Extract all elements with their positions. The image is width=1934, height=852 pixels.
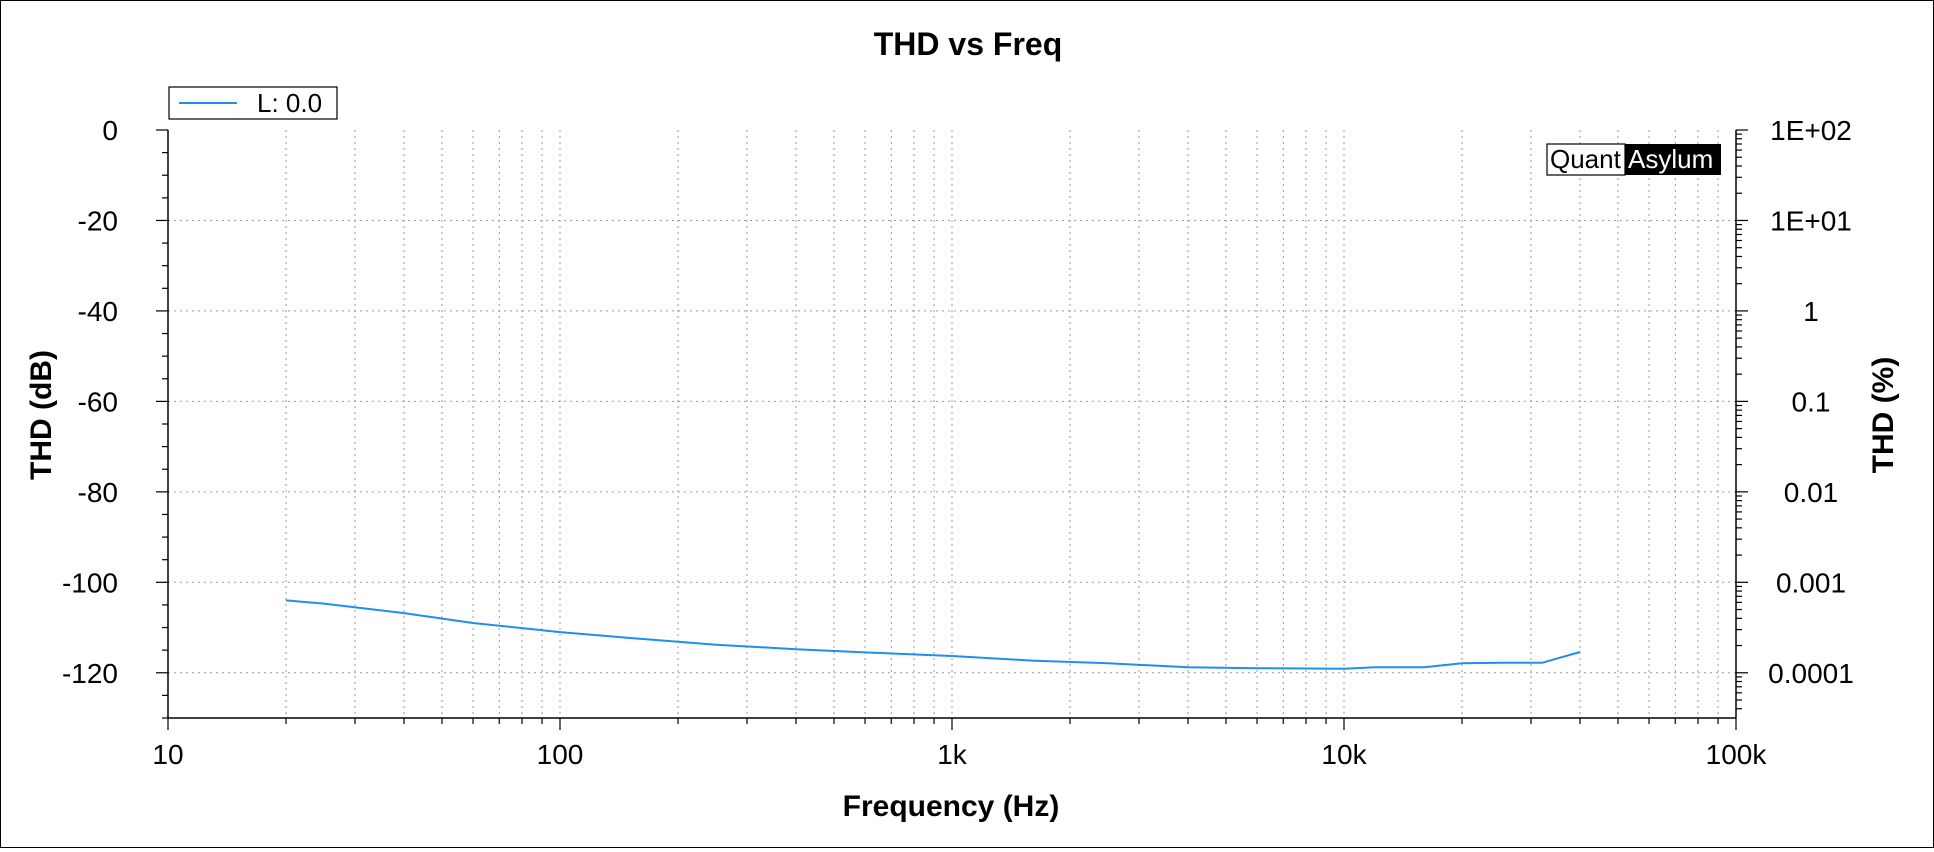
y-tick-label: -60 xyxy=(78,386,118,417)
y2-tick-label: 1 xyxy=(1803,296,1819,327)
y-tick-label: -120 xyxy=(62,658,118,689)
y-tick-label: -80 xyxy=(78,477,118,508)
x-axis-label: Frequency (Hz) xyxy=(843,790,1060,823)
legend: L: 0.0 xyxy=(168,86,338,120)
y-tick-label: -40 xyxy=(78,296,118,327)
logo-right-box xyxy=(1625,144,1721,175)
axis-ticks: 10 100 1k 10k 100k 0 -20 -40 -60 -80 -100 -120 1E+02… xyxy=(62,115,1854,770)
legend-box xyxy=(168,86,338,120)
y-axis-label: THD (dB) xyxy=(25,350,58,480)
quantasylum-logo: Quant Asylum xyxy=(1546,143,1721,176)
y-tick-label: 0 xyxy=(102,115,118,146)
x-tick-label: 100 xyxy=(537,739,584,770)
x-tick-label: 1k xyxy=(937,739,968,770)
y2-tick-label: 0.001 xyxy=(1776,567,1846,598)
logo-left-text: Quant xyxy=(1550,144,1622,174)
legend-label: L: 0.0 xyxy=(257,88,322,118)
x-tick-label: 10 xyxy=(152,739,183,770)
y2-tick-label: 1E+02 xyxy=(1770,115,1852,146)
grid-lines xyxy=(168,130,1736,718)
x-tick-label: 100k xyxy=(1706,739,1768,770)
series-layer xyxy=(285,599,1581,670)
logo-left-box xyxy=(1546,143,1626,176)
logo-right-text: Asylum xyxy=(1628,144,1713,174)
chart-title: THD vs Freq xyxy=(874,26,1062,62)
y2-tick-label: 1E+01 xyxy=(1770,205,1852,236)
y2-tick-label: 0.01 xyxy=(1784,477,1839,508)
y-tick-label: -20 xyxy=(78,205,118,236)
series-line-l xyxy=(285,599,1581,670)
y2-tick-label: 0.1 xyxy=(1792,386,1831,417)
x-tick-label: 10k xyxy=(1321,739,1367,770)
y-tick-label: -100 xyxy=(62,567,118,598)
y2-tick-label: 0.0001 xyxy=(1768,658,1854,689)
y2-axis-label: THD (%) xyxy=(1867,357,1900,474)
